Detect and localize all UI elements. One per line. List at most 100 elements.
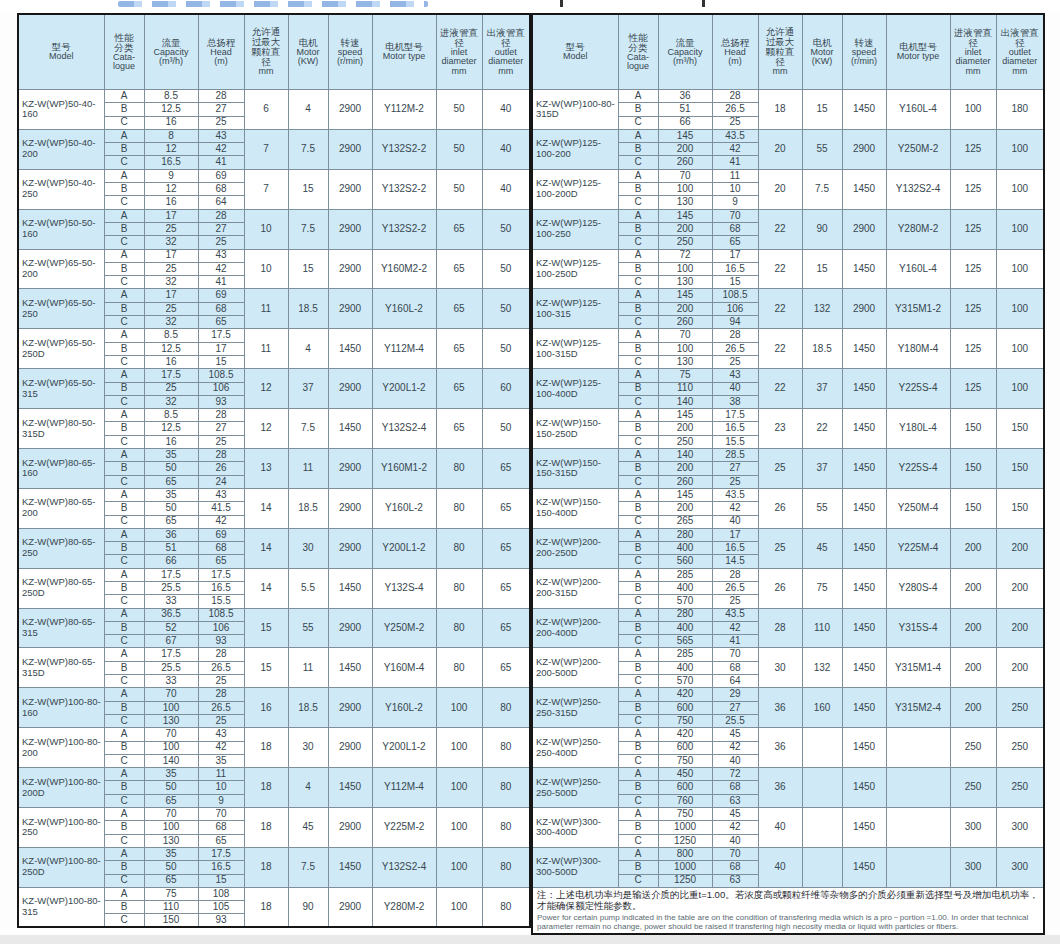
- head-cell: 17.5: [198, 329, 244, 342]
- inlet-cell: 200: [950, 608, 996, 648]
- motor-type-cell: Y315M1-2: [886, 289, 950, 329]
- head-cell: 17: [712, 249, 758, 262]
- head-cell: 28.5: [712, 449, 758, 462]
- column-header-catalogue: 性能分类Cata-logue: [104, 14, 144, 90]
- head-cell: 63: [712, 874, 758, 887]
- inlet-cell: 65: [436, 289, 482, 329]
- inlet-cell: 80: [436, 449, 482, 489]
- head-cell: 70: [712, 209, 758, 222]
- head-cell: 41: [198, 276, 244, 289]
- outlet-cell: 60: [482, 369, 530, 409]
- motor-type-cell: [886, 728, 950, 768]
- head-cell: 26.5: [712, 103, 758, 116]
- head-cell: 25: [198, 116, 244, 129]
- catalogue-cell: A: [104, 887, 144, 900]
- cropped-title-strip: [0, 0, 1060, 13]
- capacity-cell: 260: [658, 475, 712, 488]
- inlet-cell: 80: [436, 608, 482, 648]
- capacity-cell: 570: [658, 675, 712, 688]
- footnote-cell: 注：上述电机功率均是输送介质的比重t=1.00。若浓度高或颗粒纤维等杂物多的介质…: [532, 887, 1044, 934]
- particle-cell: 20: [758, 169, 802, 209]
- head-cell: 40: [712, 754, 758, 767]
- particle-cell: 36: [758, 768, 802, 808]
- head-cell: 11: [712, 169, 758, 182]
- speed-cell: 2900: [328, 728, 372, 768]
- speed-cell: 2900: [328, 90, 372, 130]
- speed-cell: 2900: [328, 808, 372, 848]
- speed-cell: 1450: [842, 768, 886, 808]
- catalogue-cell: A: [104, 808, 144, 821]
- head-cell: 64: [712, 675, 758, 688]
- capacity-cell: 35: [144, 488, 198, 501]
- catalogue-cell: A: [104, 768, 144, 781]
- capacity-cell: 110: [658, 382, 712, 395]
- motor-kw-cell: 30: [288, 728, 328, 768]
- model-cell: KZ-W(WP)300-300-400D: [532, 808, 618, 848]
- head-cell: 16.5: [198, 861, 244, 874]
- speed-cell: 2900: [328, 169, 372, 209]
- head-cell: 17.5: [712, 409, 758, 422]
- speed-cell: 2900: [328, 449, 372, 489]
- particle-cell: 28: [758, 608, 802, 648]
- speed-cell: 1450: [842, 847, 886, 887]
- outlet-cell: 65: [482, 648, 530, 688]
- head-cell: 26: [198, 462, 244, 475]
- head-cell: 28: [198, 449, 244, 462]
- capacity-cell: 16.5: [144, 156, 198, 169]
- capacity-cell: 200: [658, 302, 712, 315]
- outlet-cell: 250: [996, 768, 1044, 808]
- motor-kw-cell: 7.5: [802, 169, 842, 209]
- catalogue-cell: C: [104, 475, 144, 488]
- model-cell: KZ-W(WP)200-200-315D: [532, 568, 618, 608]
- head-cell: 15: [198, 355, 244, 368]
- outlet-cell: 50: [482, 329, 530, 369]
- model-cell: KZ-W(WP)100-80-315D: [532, 90, 618, 130]
- catalogue-cell: C: [618, 635, 658, 648]
- capacity-cell: 65: [144, 874, 198, 887]
- column-header-line: (m³/h): [145, 57, 198, 66]
- model-cell: KZ-W(WP)65-50-200: [18, 249, 104, 289]
- pump-spec-table-right: 型号Model性能分类Cata-logue流量Capacity(m³/h)总扬程…: [531, 13, 1045, 935]
- capacity-cell: 800: [658, 847, 712, 860]
- inlet-cell: 80: [436, 528, 482, 568]
- speed-cell: 2900: [328, 488, 372, 528]
- catalogue-cell: C: [104, 914, 144, 927]
- head-cell: 15.5: [712, 435, 758, 448]
- motor-kw-cell: 55: [802, 488, 842, 528]
- capacity-cell: 25.5: [144, 661, 198, 674]
- inlet-cell: 50: [436, 169, 482, 209]
- head-cell: 69: [198, 528, 244, 541]
- head-cell: 16.5: [198, 581, 244, 594]
- catalogue-cell: A: [618, 648, 658, 661]
- motor-kw-cell: 37: [802, 449, 842, 489]
- model-cell: KZ-W(WP)65-50-250: [18, 289, 104, 329]
- speed-cell: 1450: [842, 329, 886, 369]
- capacity-cell: 75: [144, 887, 198, 900]
- motor-kw-cell: 15: [802, 90, 842, 130]
- capacity-cell: 130: [144, 834, 198, 847]
- capacity-cell: 600: [658, 781, 712, 794]
- inlet-cell: 150: [950, 409, 996, 449]
- catalogue-cell: C: [618, 794, 658, 807]
- inlet-cell: 65: [436, 409, 482, 449]
- catalogue-cell: B: [104, 621, 144, 634]
- catalogue-cell: A: [618, 768, 658, 781]
- motor-type-cell: Y160L-2: [372, 488, 436, 528]
- outlet-cell: 150: [996, 488, 1044, 528]
- catalogue-cell: B: [104, 781, 144, 794]
- head-cell: 15.5: [198, 595, 244, 608]
- motor-kw-cell: 15: [802, 249, 842, 289]
- motor-type-cell: Y180M-4: [886, 329, 950, 369]
- capacity-cell: 17.5: [144, 568, 198, 581]
- capacity-cell: 100: [144, 701, 198, 714]
- outlet-cell: 250: [996, 688, 1044, 728]
- catalogue-cell: C: [618, 714, 658, 727]
- capacity-cell: 1000: [658, 821, 712, 834]
- motor-kw-cell: 4: [288, 329, 328, 369]
- capacity-cell: 32: [144, 316, 198, 329]
- catalogue-cell: A: [618, 488, 658, 501]
- motor-kw-cell: 75: [802, 568, 842, 608]
- catalogue-cell: C: [104, 316, 144, 329]
- speed-cell: 1450: [842, 648, 886, 688]
- head-cell: 42: [712, 821, 758, 834]
